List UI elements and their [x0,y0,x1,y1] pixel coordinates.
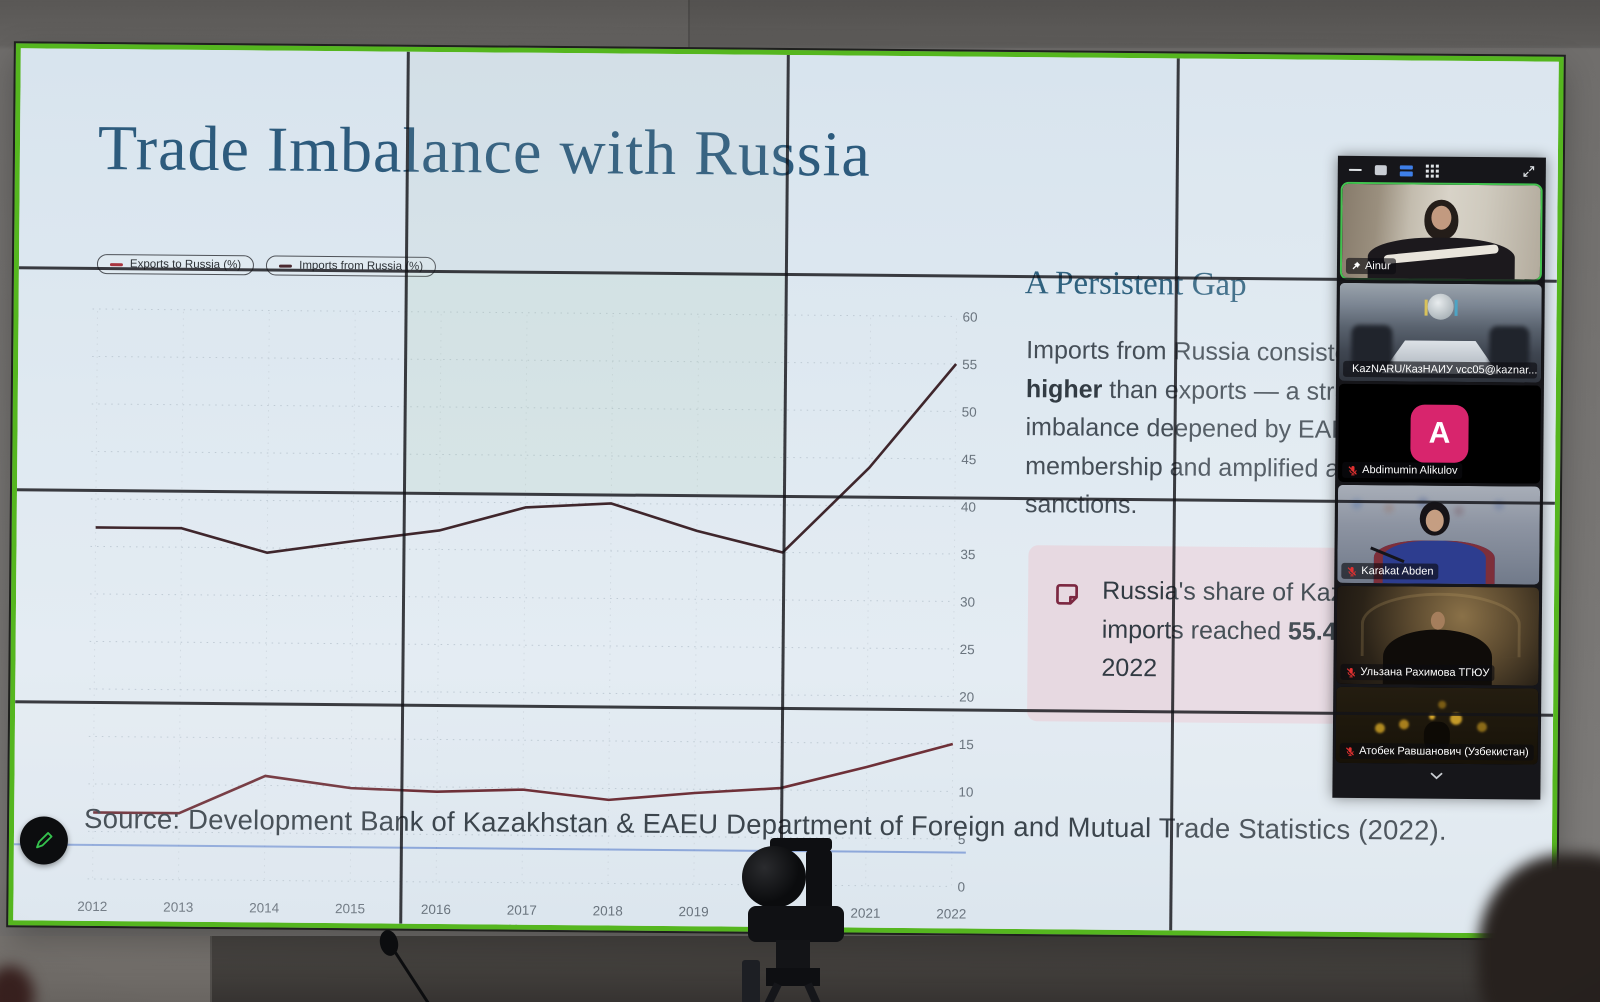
participant-tile-ulzana[interactable]: Ульзана Рахимова ТГЮУ [1336,585,1540,686]
zoom-sidebar: Ainur KazNARU/КазНАИУ vcc05@kaznar... [1332,155,1546,800]
muted-mic-icon [1347,566,1357,576]
muted-mic-icon [1345,746,1354,756]
pin-icon [1352,261,1361,270]
wall-below-screen-left [0,936,212,1002]
section-heading: A Persistent Gap [1024,265,1247,304]
expand-icon[interactable] [1523,165,1535,177]
camera-tripod-silhouette [766,968,820,986]
legend-exports[interactable]: Exports to Russia (%) [96,253,255,276]
callout-line: Russia's share of Kazak [1102,576,1370,608]
paragraph-line: membership and amplified aft [1025,451,1354,483]
slide-title: Trade Imbalance with Russia [97,111,872,190]
svg-text:2018: 2018 [593,903,623,918]
svg-text:2022: 2022 [936,906,966,921]
svg-text:2013: 2013 [163,900,193,915]
participant-tile-ainur[interactable]: Ainur [1339,181,1543,282]
zoom-toolbar [1341,158,1543,184]
svg-text:2021: 2021 [850,906,880,921]
key-fact-callout: Russia's share of Kazak imports reached … [1027,545,1370,725]
svg-text:0: 0 [957,880,965,895]
participant-name: Атобек Равшанович (Узбекистан) [1359,745,1529,759]
participant-tile-abdimumin[interactable]: A Abdimumin Alikulov [1338,383,1541,484]
participant-tile-karakat[interactable]: Karakat Abden [1337,484,1541,585]
muted-mic-icon [1348,465,1357,475]
svg-text:2015: 2015 [335,901,365,916]
svg-text:Year: Year [509,922,533,934]
svg-text:10: 10 [958,785,973,800]
svg-text:45: 45 [961,452,976,467]
participant-name: Abdimumin Alikulov [1362,464,1458,477]
participant-name-tag: Ульзана Рахимова ТГЮУ [1340,663,1495,682]
svg-text:30: 30 [960,595,975,610]
annotation-pencil-button[interactable] [19,816,69,865]
wall-shade [690,0,1600,48]
participant-name: Karakat Abden [1361,565,1434,578]
callout-line: 2022 [1101,653,1158,683]
paragraph-line: higher than exports — a struc [1025,374,1361,406]
svg-text:2016: 2016 [421,902,451,917]
participant-name: KazNARU/КазНАИУ vcc05@kaznar... [1352,362,1538,377]
gallery-view-icon[interactable] [1425,164,1439,178]
wall-seam [688,0,690,48]
participant-name-tag: Abdimumin Alikulov [1342,461,1463,479]
svg-text:2014: 2014 [249,900,280,915]
shared-slide: 0 5 10 15 20 25 30 35 40 45 50 55 60 2012 2013 2014 2015… [13,48,1559,934]
camera-silhouette [748,906,844,942]
presentation-screen: 0 5 10 15 20 25 30 35 40 45 50 55 60 2012 2013 2014 2015… [6,41,1566,941]
svg-text:2012: 2012 [77,899,107,914]
svg-text:40: 40 [961,500,976,515]
callout-line: imports reached 55.4% [1101,615,1360,646]
participant-name: Ульзана Рахимова ТГЮУ [1360,666,1490,680]
legend-imports[interactable]: Imports from Russia (%) [266,255,437,277]
svg-text:55: 55 [962,357,977,372]
svg-text:2019: 2019 [679,904,709,919]
exports-dash-icon [109,262,123,266]
imports-dash-icon [279,264,293,268]
more-participants-button[interactable] [1335,766,1537,786]
participant-tile-kaznaru[interactable]: KazNARU/КазНАИУ vcc05@kaznar... [1338,282,1542,383]
sticky-note-icon [1056,583,1079,605]
chart-legend: Exports to Russia (%) Imports from Russi… [96,253,437,277]
chevron-down-icon [1430,772,1443,780]
participant-name-tag: Ainur [1345,257,1396,275]
muted-mic-icon [1346,667,1356,677]
participant-name: Ainur [1364,260,1391,273]
pencil-icon [36,832,53,849]
callout-text: Russia's share of Kazak imports reached … [1101,572,1369,690]
minimize-icon[interactable] [1348,168,1362,172]
svg-text:60: 60 [962,310,977,325]
avatar: A [1410,404,1469,463]
participant-tile-atobek[interactable]: Атобек Равшанович (Узбекистан) [1335,686,1539,765]
camera-tripod-silhouette [742,960,760,1002]
wall-panel-tint [402,269,785,495]
svg-text:50: 50 [962,405,977,420]
paragraph-line: Imports from Russia consiste [1026,336,1349,367]
svg-text:25: 25 [960,642,975,657]
source-note: Source: Development Bank of Kazakhstan &… [83,802,1447,846]
speaker-view-icon[interactable] [1399,164,1413,176]
camera-lens-silhouette [742,846,806,908]
svg-text:35: 35 [960,547,975,562]
camera-tripod-silhouette [776,940,810,970]
participant-name-tag: Karakat Abden [1341,562,1439,580]
svg-text:2017: 2017 [507,903,537,918]
paragraph-line: sanctions. [1024,490,1138,520]
restore-icon[interactable] [1374,165,1387,176]
avatar-letter: A [1428,416,1451,450]
participant-name-tag: Атобек Равшанович (Узбекистан) [1339,742,1534,761]
svg-text:15: 15 [959,737,974,752]
participant-name-tag: KazNARU/КазНАИУ vcc05@kaznar... [1343,360,1538,379]
paragraph-line: imbalance deepened by EAEU [1025,413,1367,445]
svg-text:20: 20 [959,690,974,705]
